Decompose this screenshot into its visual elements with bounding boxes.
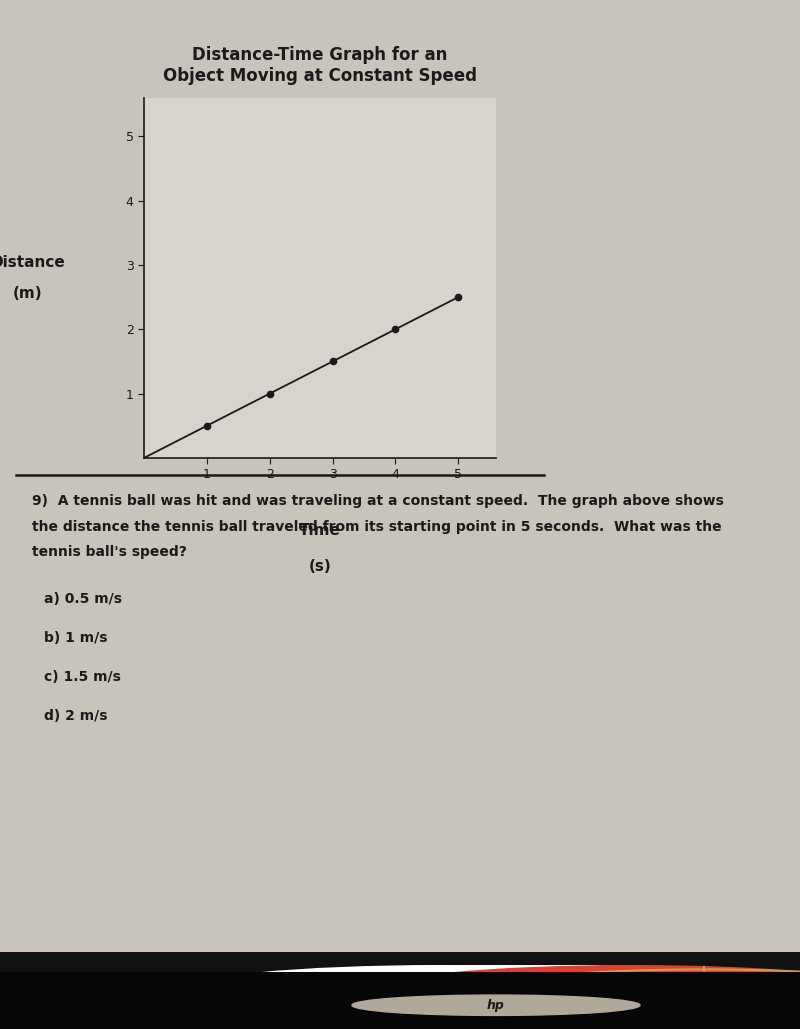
Text: hp: hp [487, 999, 505, 1012]
Text: 9)  A tennis ball was hit and was traveling at a constant speed.  The graph abov: 9) A tennis ball was hit and was traveli… [32, 494, 724, 508]
Circle shape [312, 965, 800, 1015]
Text: tennis ball's speed?: tennis ball's speed? [32, 545, 187, 560]
Circle shape [478, 975, 786, 1005]
Circle shape [376, 965, 800, 1015]
Text: b) 1 m/s: b) 1 m/s [44, 631, 107, 645]
Text: Distance-Time Graph for an
Object Moving at Constant Speed: Distance-Time Graph for an Object Moving… [163, 46, 477, 85]
Text: c) 1.5 m/s: c) 1.5 m/s [44, 670, 121, 684]
Text: Time: Time [299, 523, 341, 538]
Text: Distance: Distance [0, 255, 66, 270]
FancyBboxPatch shape [550, 975, 586, 1006]
Text: a) 0.5 m/s: a) 0.5 m/s [44, 592, 122, 606]
Circle shape [352, 995, 640, 1016]
Text: d) 2 m/s: d) 2 m/s [44, 709, 107, 723]
Circle shape [184, 965, 696, 1015]
Text: the distance the tennis ball traveled from its starting point in 5 seconds.  Wha: the distance the tennis ball traveled fr… [32, 520, 722, 534]
FancyBboxPatch shape [486, 975, 522, 1006]
FancyBboxPatch shape [422, 975, 458, 1006]
Circle shape [248, 965, 760, 1015]
Text: (m): (m) [13, 286, 43, 300]
Text: (s): (s) [309, 559, 331, 574]
